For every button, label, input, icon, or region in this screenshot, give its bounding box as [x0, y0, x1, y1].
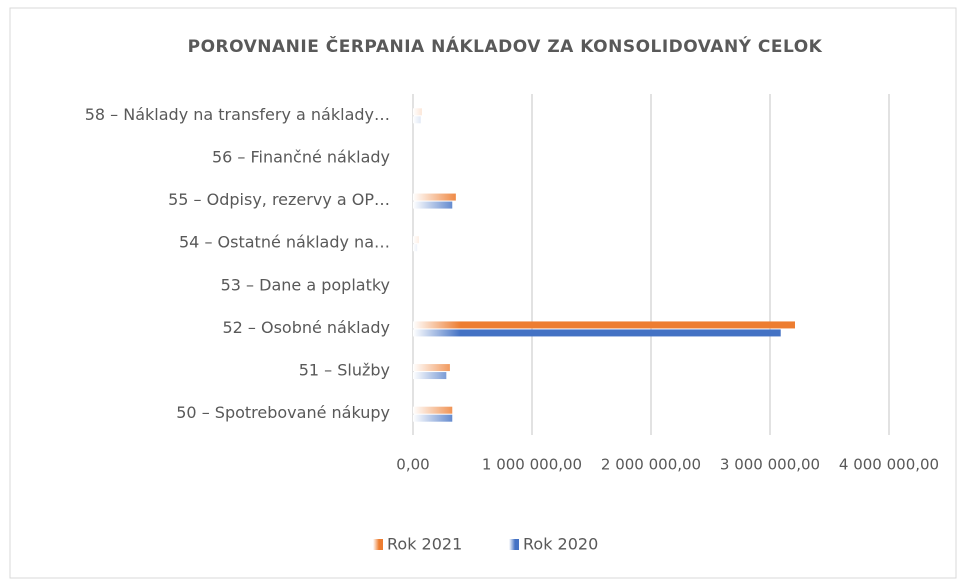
x-tick-label: 1 000 000,00 [482, 456, 582, 474]
bar [413, 321, 795, 329]
y-tick-label: 58 – Náklady na transfery a náklady… [85, 105, 390, 124]
chart-title: POROVNANIE ČERPANIA NÁKLADOV ZA KONSOLID… [188, 35, 823, 57]
y-tick-label: 52 – Osobné náklady [222, 318, 390, 337]
bar [413, 406, 453, 414]
bar [413, 236, 419, 244]
legend-label: Rok 2020 [523, 535, 598, 554]
bar [413, 116, 421, 124]
y-tick-label: 50 – Spotrebované nákupy [176, 403, 390, 422]
bar [413, 372, 447, 380]
bar [413, 108, 422, 116]
bar [413, 414, 453, 422]
legend-swatch [373, 539, 383, 550]
y-tick-label: 56 – Finančné náklady [212, 147, 390, 166]
x-tick-label: 0,00 [396, 456, 429, 474]
bar [413, 244, 418, 252]
bar [413, 329, 781, 337]
y-tick-label: 54 – Ostatné náklady na… [179, 233, 390, 252]
chart-frame [9, 7, 957, 579]
x-tick-label: 4 000 000,00 [839, 456, 939, 474]
bar [413, 364, 450, 372]
y-tick-label: 55 – Odpisy, rezervy a OP… [168, 190, 390, 209]
legend-label: Rok 2021 [387, 535, 462, 554]
y-tick-label: 51 – Služby [299, 361, 390, 380]
x-tick-label: 2 000 000,00 [601, 456, 701, 474]
y-tick-label: 53 – Dane a poplatky [221, 275, 390, 294]
bar [413, 201, 453, 209]
legend-swatch [509, 539, 519, 550]
bar [413, 193, 456, 201]
x-tick-label: 3 000 000,00 [720, 456, 820, 474]
